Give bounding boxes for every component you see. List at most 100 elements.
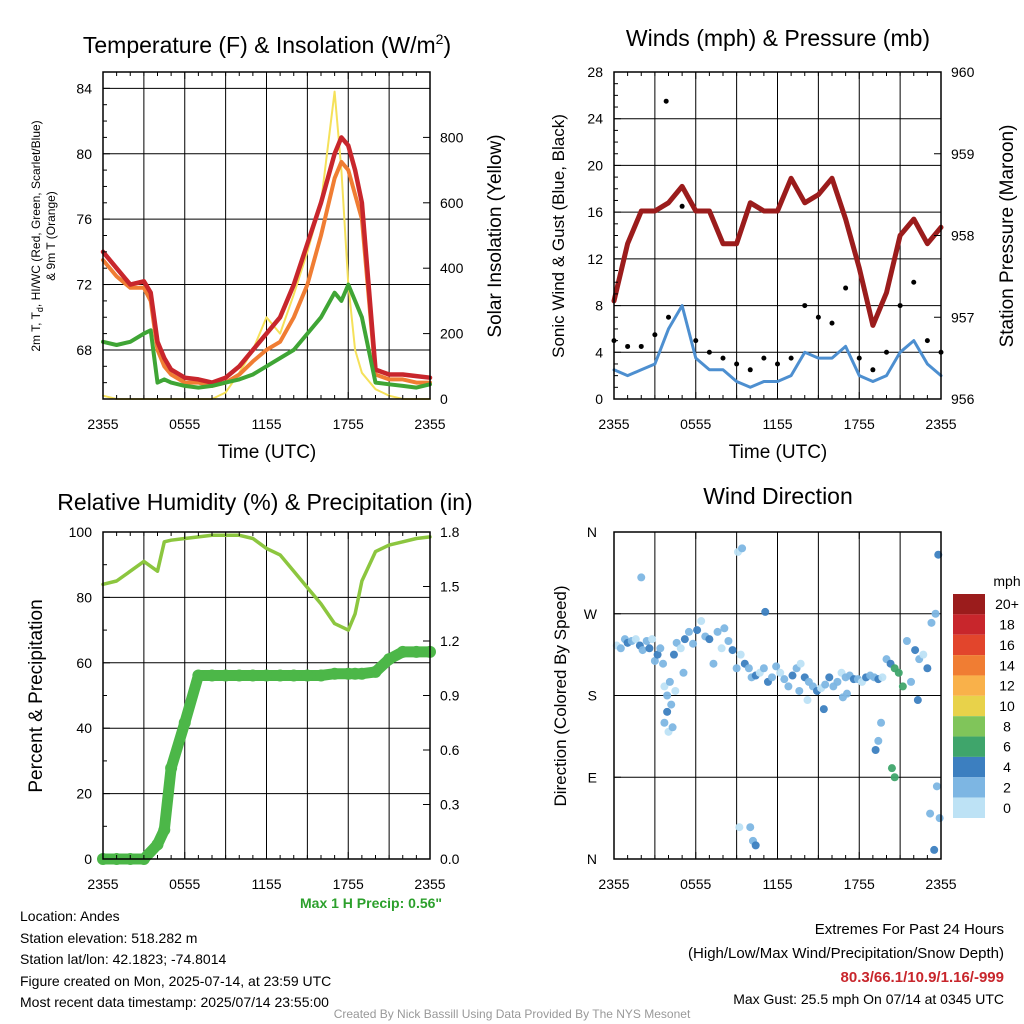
y2-tick-label-1: 957	[951, 309, 975, 325]
direction-point	[776, 668, 785, 677]
y-tick-label-3: N	[587, 524, 597, 540]
direction-point	[746, 823, 755, 832]
colorbar-swatch	[953, 736, 985, 757]
direction-point	[663, 707, 672, 716]
temp-ylabel: 2m T, Td, HI/WC (Red, Green, Scarlet/Blu…	[29, 120, 45, 351]
gust-point	[638, 343, 644, 349]
y2-tick-label-2: 0.6	[440, 742, 460, 758]
wind-xlabel: Time (UTC)	[729, 442, 828, 463]
direction-point	[713, 627, 722, 636]
gust-point	[856, 355, 862, 361]
rh-ylabel: Percent & Precipitation	[26, 599, 47, 792]
direction-point	[680, 635, 689, 644]
x-tick-label-2: 1155	[251, 876, 281, 892]
extremes-max-gust: Max Gust: 25.5 mph On 07/14 at 0345 UTC	[733, 991, 1004, 1007]
direction-point	[935, 814, 944, 823]
dir-ylabel: Direction (Colored By Speed)	[551, 585, 570, 806]
y-tick-label-2: 0	[84, 851, 92, 867]
extremes-box: Extremes For Past 24 Hours (High/Low/Max…	[688, 918, 1004, 1009]
max-precip-label: Max 1 H Precip: 0.56"	[300, 895, 443, 911]
direction-point	[819, 705, 828, 714]
gust-point	[747, 367, 753, 373]
colorbar-swatch	[953, 614, 985, 635]
direction-point	[631, 635, 640, 644]
gust-point	[815, 314, 821, 320]
credit-line: Created By Nick Bassill Using Data Provi…	[333, 1007, 691, 1021]
direction-point	[663, 691, 672, 700]
temp-xlabel: Time (UTC)	[218, 442, 317, 463]
y2-tick-label-2: 1.8	[440, 524, 460, 540]
dir-title: Wind Direction	[703, 483, 853, 509]
colorbar-label: 20+	[995, 596, 1019, 612]
precip-point	[233, 669, 246, 682]
extremes-subtitle: (High/Low/Max Wind/Precipitation/Snow De…	[688, 945, 1004, 962]
direction-point	[645, 644, 654, 653]
x-tick-label-2: 0555	[169, 876, 200, 892]
info-created: Figure created on Mon, 2025-07-14, at 23…	[20, 972, 332, 989]
gust-point	[666, 314, 671, 320]
y2-tick-label-0: 600	[440, 195, 464, 211]
x-tick-label-1: 2355	[598, 416, 629, 432]
temp-y2label: Solar Insolation (Yellow)	[485, 134, 506, 337]
direction-point	[697, 617, 706, 626]
precip-point	[165, 762, 178, 775]
direction-point	[923, 664, 932, 673]
direction-point	[887, 764, 896, 773]
direction-point	[907, 677, 916, 686]
y-tick-label-0: 72	[76, 277, 92, 293]
gust-point	[734, 361, 740, 367]
colorbar-title: mph	[993, 573, 1020, 589]
series-line-2m-td	[101, 282, 432, 390]
x-tick-label-0: 1155	[251, 416, 281, 432]
y-tick-label-0: 80	[76, 146, 92, 162]
direction-point	[890, 773, 899, 782]
colorbar-swatch	[953, 716, 985, 737]
y2-tick-label-1: 958	[951, 228, 975, 244]
extremes-title: Extremes For Past 24 Hours	[814, 921, 1004, 938]
direction-point	[671, 686, 680, 695]
gust-point	[693, 338, 699, 344]
precip-point	[328, 667, 341, 680]
x-tick-label-3: 1755	[844, 876, 875, 892]
direction-point	[705, 635, 714, 644]
y-tick-label-1: 8	[595, 298, 603, 314]
x-tick-label-2: 2355	[87, 876, 118, 892]
precip-point	[396, 645, 409, 658]
direction-point	[638, 646, 647, 655]
direction-point	[616, 644, 625, 653]
gust-point	[679, 203, 685, 209]
y-tick-label-0: 84	[76, 80, 92, 96]
direction-point	[902, 637, 911, 645]
precip-point	[369, 665, 382, 678]
direction-point	[659, 659, 668, 668]
direction-point	[784, 682, 793, 691]
precip-point	[301, 669, 314, 682]
direction-point	[898, 682, 907, 691]
colorbar-swatch	[953, 777, 985, 798]
y-tick-label-3: N	[587, 851, 597, 867]
series-line-2m-t	[100, 135, 433, 385]
precip-point	[315, 669, 327, 682]
direction-point	[931, 609, 940, 618]
y-tick-label-1: 24	[587, 111, 603, 127]
direction-point	[803, 696, 812, 705]
precip-point	[151, 838, 164, 851]
gust-point	[843, 285, 849, 291]
x-tick-label-0: 2355	[87, 416, 118, 432]
colorbar-label: 16	[999, 637, 1015, 653]
info-recent: Most recent data timestamp: 2025/07/14 2…	[20, 994, 329, 1010]
colorbar-label: 12	[999, 678, 1015, 694]
precip-point	[158, 823, 171, 836]
colorbar-label: 14	[999, 657, 1015, 673]
direction-point	[676, 644, 685, 653]
direction-point	[795, 686, 804, 695]
direction-point	[932, 782, 941, 791]
x-tick-label-3: 0555	[680, 876, 711, 892]
colorbar-swatch	[953, 634, 985, 656]
direction-point	[744, 664, 753, 673]
precip-point	[410, 645, 423, 658]
direction-point	[761, 607, 770, 616]
series-line-station-pressure	[611, 175, 944, 328]
colorbar-label: 8	[1003, 718, 1011, 734]
wind-ylabel: Sonic Wind & Gust (Blue, Black)	[549, 114, 568, 358]
